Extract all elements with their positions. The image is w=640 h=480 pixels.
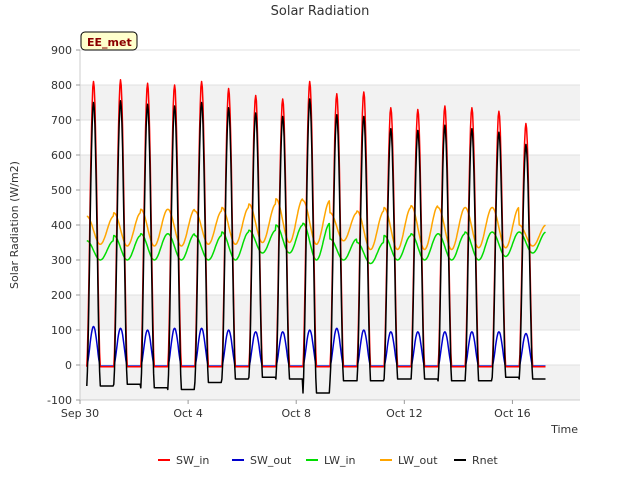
y-axis-label: Solar Radiation (W/m2) xyxy=(8,161,21,289)
legend-label: LW_in xyxy=(324,454,356,467)
x-tick-label: Oct 16 xyxy=(494,407,531,420)
legend-label: SW_out xyxy=(250,454,292,467)
y-tick-label: 600 xyxy=(51,149,72,162)
y-tick-labels: -100 0 100 200 300 400 500 600 700 800 900 xyxy=(47,44,80,407)
x-axis-label: Time xyxy=(550,423,578,436)
y-tick-label: 200 xyxy=(51,289,72,302)
legend-item-lw-out: LW_out xyxy=(380,454,438,467)
y-tick-label: 900 xyxy=(51,44,72,57)
y-tick-label: 300 xyxy=(51,254,72,267)
y-tick-label: -100 xyxy=(47,394,72,407)
station-badge: EE_met xyxy=(80,31,138,51)
grid-band xyxy=(80,295,580,330)
legend-item-lw-in: LW_in xyxy=(306,454,356,467)
station-badge-label: EE_met xyxy=(87,36,132,49)
legend: SW_in SW_out LW_in LW_out Rnet xyxy=(158,454,498,467)
y-tick-label: 800 xyxy=(51,79,72,92)
legend-item-rnet: Rnet xyxy=(454,454,498,467)
y-tick-label: 100 xyxy=(51,324,72,337)
series-line-rnet xyxy=(86,98,546,394)
x-tick-label: Oct 4 xyxy=(173,407,203,420)
legend-item-sw-in: SW_in xyxy=(158,454,209,467)
chart-title: Solar Radiation xyxy=(271,4,370,19)
y-tick-label: 0 xyxy=(65,359,72,372)
x-tick-label: Sep 30 xyxy=(61,407,99,420)
legend-label: LW_out xyxy=(398,454,438,467)
series-layer xyxy=(86,79,546,394)
x-tick-label: Oct 12 xyxy=(386,407,423,420)
grid-band xyxy=(80,155,580,190)
legend-label: Rnet xyxy=(472,454,498,467)
y-tick-label: 400 xyxy=(51,219,72,232)
x-tick-labels: Sep 30 Oct 4 Oct 8 Oct 12 Oct 16 xyxy=(61,400,531,420)
legend-item-sw-out: SW_out xyxy=(232,454,292,467)
y-tick-label: 700 xyxy=(51,114,72,127)
grid-band xyxy=(80,85,580,120)
y-tick-label: 500 xyxy=(51,184,72,197)
legend-label: SW_in xyxy=(176,454,209,467)
x-tick-label: Oct 8 xyxy=(281,407,311,420)
